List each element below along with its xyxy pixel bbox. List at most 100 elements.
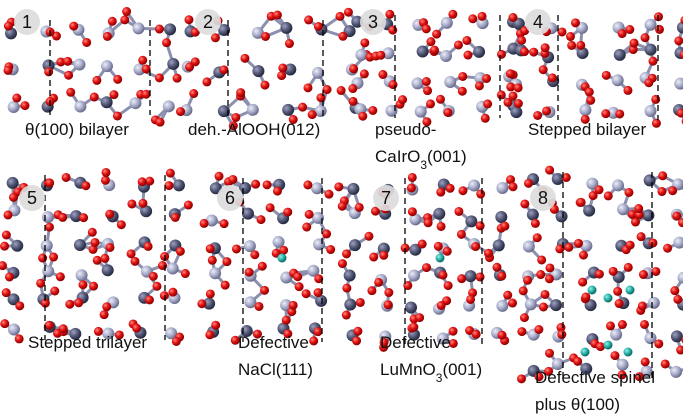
- oxygen-atom: [302, 222, 312, 232]
- panel-number: 8: [538, 188, 548, 208]
- label-text: NaCl(111): [238, 360, 313, 379]
- oxygen-atom: [105, 209, 115, 219]
- oxygen-atom: [581, 292, 591, 302]
- oxygen-atom: [542, 106, 552, 116]
- oxygen-atom: [12, 93, 22, 103]
- oxygen-atom: [655, 24, 665, 34]
- metal-atom: [311, 211, 324, 224]
- metal-atom: [495, 211, 508, 224]
- metal-atom: [162, 100, 175, 113]
- oxygen-atom: [644, 78, 654, 88]
- oxygen-atom: [538, 65, 548, 75]
- oxygen-atom: [561, 173, 571, 183]
- oxygen-atom: [475, 272, 485, 282]
- oxygen-atom: [573, 238, 583, 248]
- oxygen-atom: [337, 201, 347, 211]
- oxygen-atom: [240, 53, 250, 63]
- oxygen-atom: [138, 55, 148, 65]
- oxygen-atom: [66, 87, 76, 97]
- oxygen-atom: [49, 252, 59, 262]
- oxygen-atom: [423, 86, 433, 96]
- oxygen-atom: [385, 9, 395, 19]
- oxygen-atom: [14, 334, 24, 344]
- oxygen-atom: [595, 342, 605, 352]
- metal-atom: [282, 103, 295, 116]
- oxygen-atom: [508, 298, 518, 308]
- oxygen-atom: [254, 301, 264, 311]
- oxygen-atom: [471, 329, 481, 339]
- oxygen-atom: [417, 239, 427, 249]
- oxygen-atom: [3, 21, 13, 31]
- label-text: pseudo-: [375, 120, 436, 139]
- oxygen-atom: [576, 40, 586, 50]
- oxygen-atom: [82, 37, 92, 47]
- oxygen-atom: [523, 178, 533, 188]
- structure-panel: [517, 165, 683, 384]
- oxygen-atom: [657, 187, 667, 197]
- oxygen-atom: [322, 85, 332, 95]
- oxygen-atom: [458, 186, 468, 196]
- metal-atom: [203, 297, 216, 310]
- oxygen-atom: [578, 277, 588, 287]
- panel-label: NaCl(111): [238, 360, 313, 379]
- oxygen-atom: [517, 35, 527, 45]
- metal-atom: [436, 332, 449, 345]
- oxygen-atom: [137, 177, 147, 187]
- metal-atom: [140, 205, 153, 218]
- label-text: Defective: [380, 333, 451, 352]
- metal-atom: [244, 296, 257, 309]
- metal-atom: [670, 330, 683, 343]
- metal-atom: [40, 239, 53, 252]
- oxygen-atom: [44, 67, 54, 77]
- metal-atom: [524, 298, 537, 311]
- oxygen-atom: [654, 339, 664, 349]
- panel-badge: [530, 185, 556, 211]
- metal-atom: [613, 48, 626, 61]
- oxygen-atom: [281, 315, 291, 325]
- oxygen-atom: [338, 31, 348, 41]
- metal-atom: [167, 57, 180, 70]
- metal-atom: [311, 182, 324, 195]
- oxygen-atom: [436, 221, 446, 231]
- oxygen-atom: [257, 261, 267, 271]
- oxygen-atom: [359, 69, 369, 79]
- oxygen-atom: [236, 88, 246, 98]
- metal-atom: [347, 182, 360, 195]
- oxygen-atom: [261, 31, 271, 41]
- metal-atom: [640, 365, 653, 378]
- oxygen-atom: [640, 33, 650, 43]
- metal-atom: [69, 327, 82, 340]
- structure-panel: [0, 167, 193, 346]
- oxygen-atom: [651, 118, 661, 128]
- oxygen-atom: [398, 95, 408, 105]
- oxygen-atom: [250, 250, 260, 260]
- oxygen-atom: [457, 86, 467, 96]
- metal-atom: [433, 207, 446, 220]
- oxygen-atom: [636, 232, 646, 242]
- oxygen-atom: [138, 198, 148, 208]
- oxygen-atom: [388, 80, 398, 90]
- oxygen-atom: [162, 38, 172, 48]
- oxygen-atom: [670, 286, 680, 296]
- oxygen-atom: [313, 21, 323, 31]
- metal-atom: [74, 100, 87, 113]
- oxygen-atom: [573, 356, 583, 366]
- oxygen-atom: [370, 206, 380, 216]
- dopant-atom: [623, 347, 633, 357]
- oxygen-atom: [58, 324, 68, 334]
- oxygen-atom: [288, 115, 298, 125]
- oxygen-atom: [36, 278, 46, 288]
- oxygen-atom: [432, 29, 442, 39]
- metal-atom: [209, 267, 222, 280]
- metal-atom: [7, 323, 20, 336]
- metal-atom: [644, 332, 657, 345]
- oxygen-atom: [144, 295, 154, 305]
- metal-atom: [100, 60, 113, 73]
- metal-atom: [307, 264, 320, 277]
- oxygen-atom: [634, 204, 644, 214]
- oxygen-atom: [102, 31, 112, 41]
- oxygen-atom: [496, 90, 506, 100]
- oxygen-atom: [544, 366, 554, 376]
- oxygen-atom: [189, 89, 199, 99]
- oxygen-atom: [580, 114, 590, 124]
